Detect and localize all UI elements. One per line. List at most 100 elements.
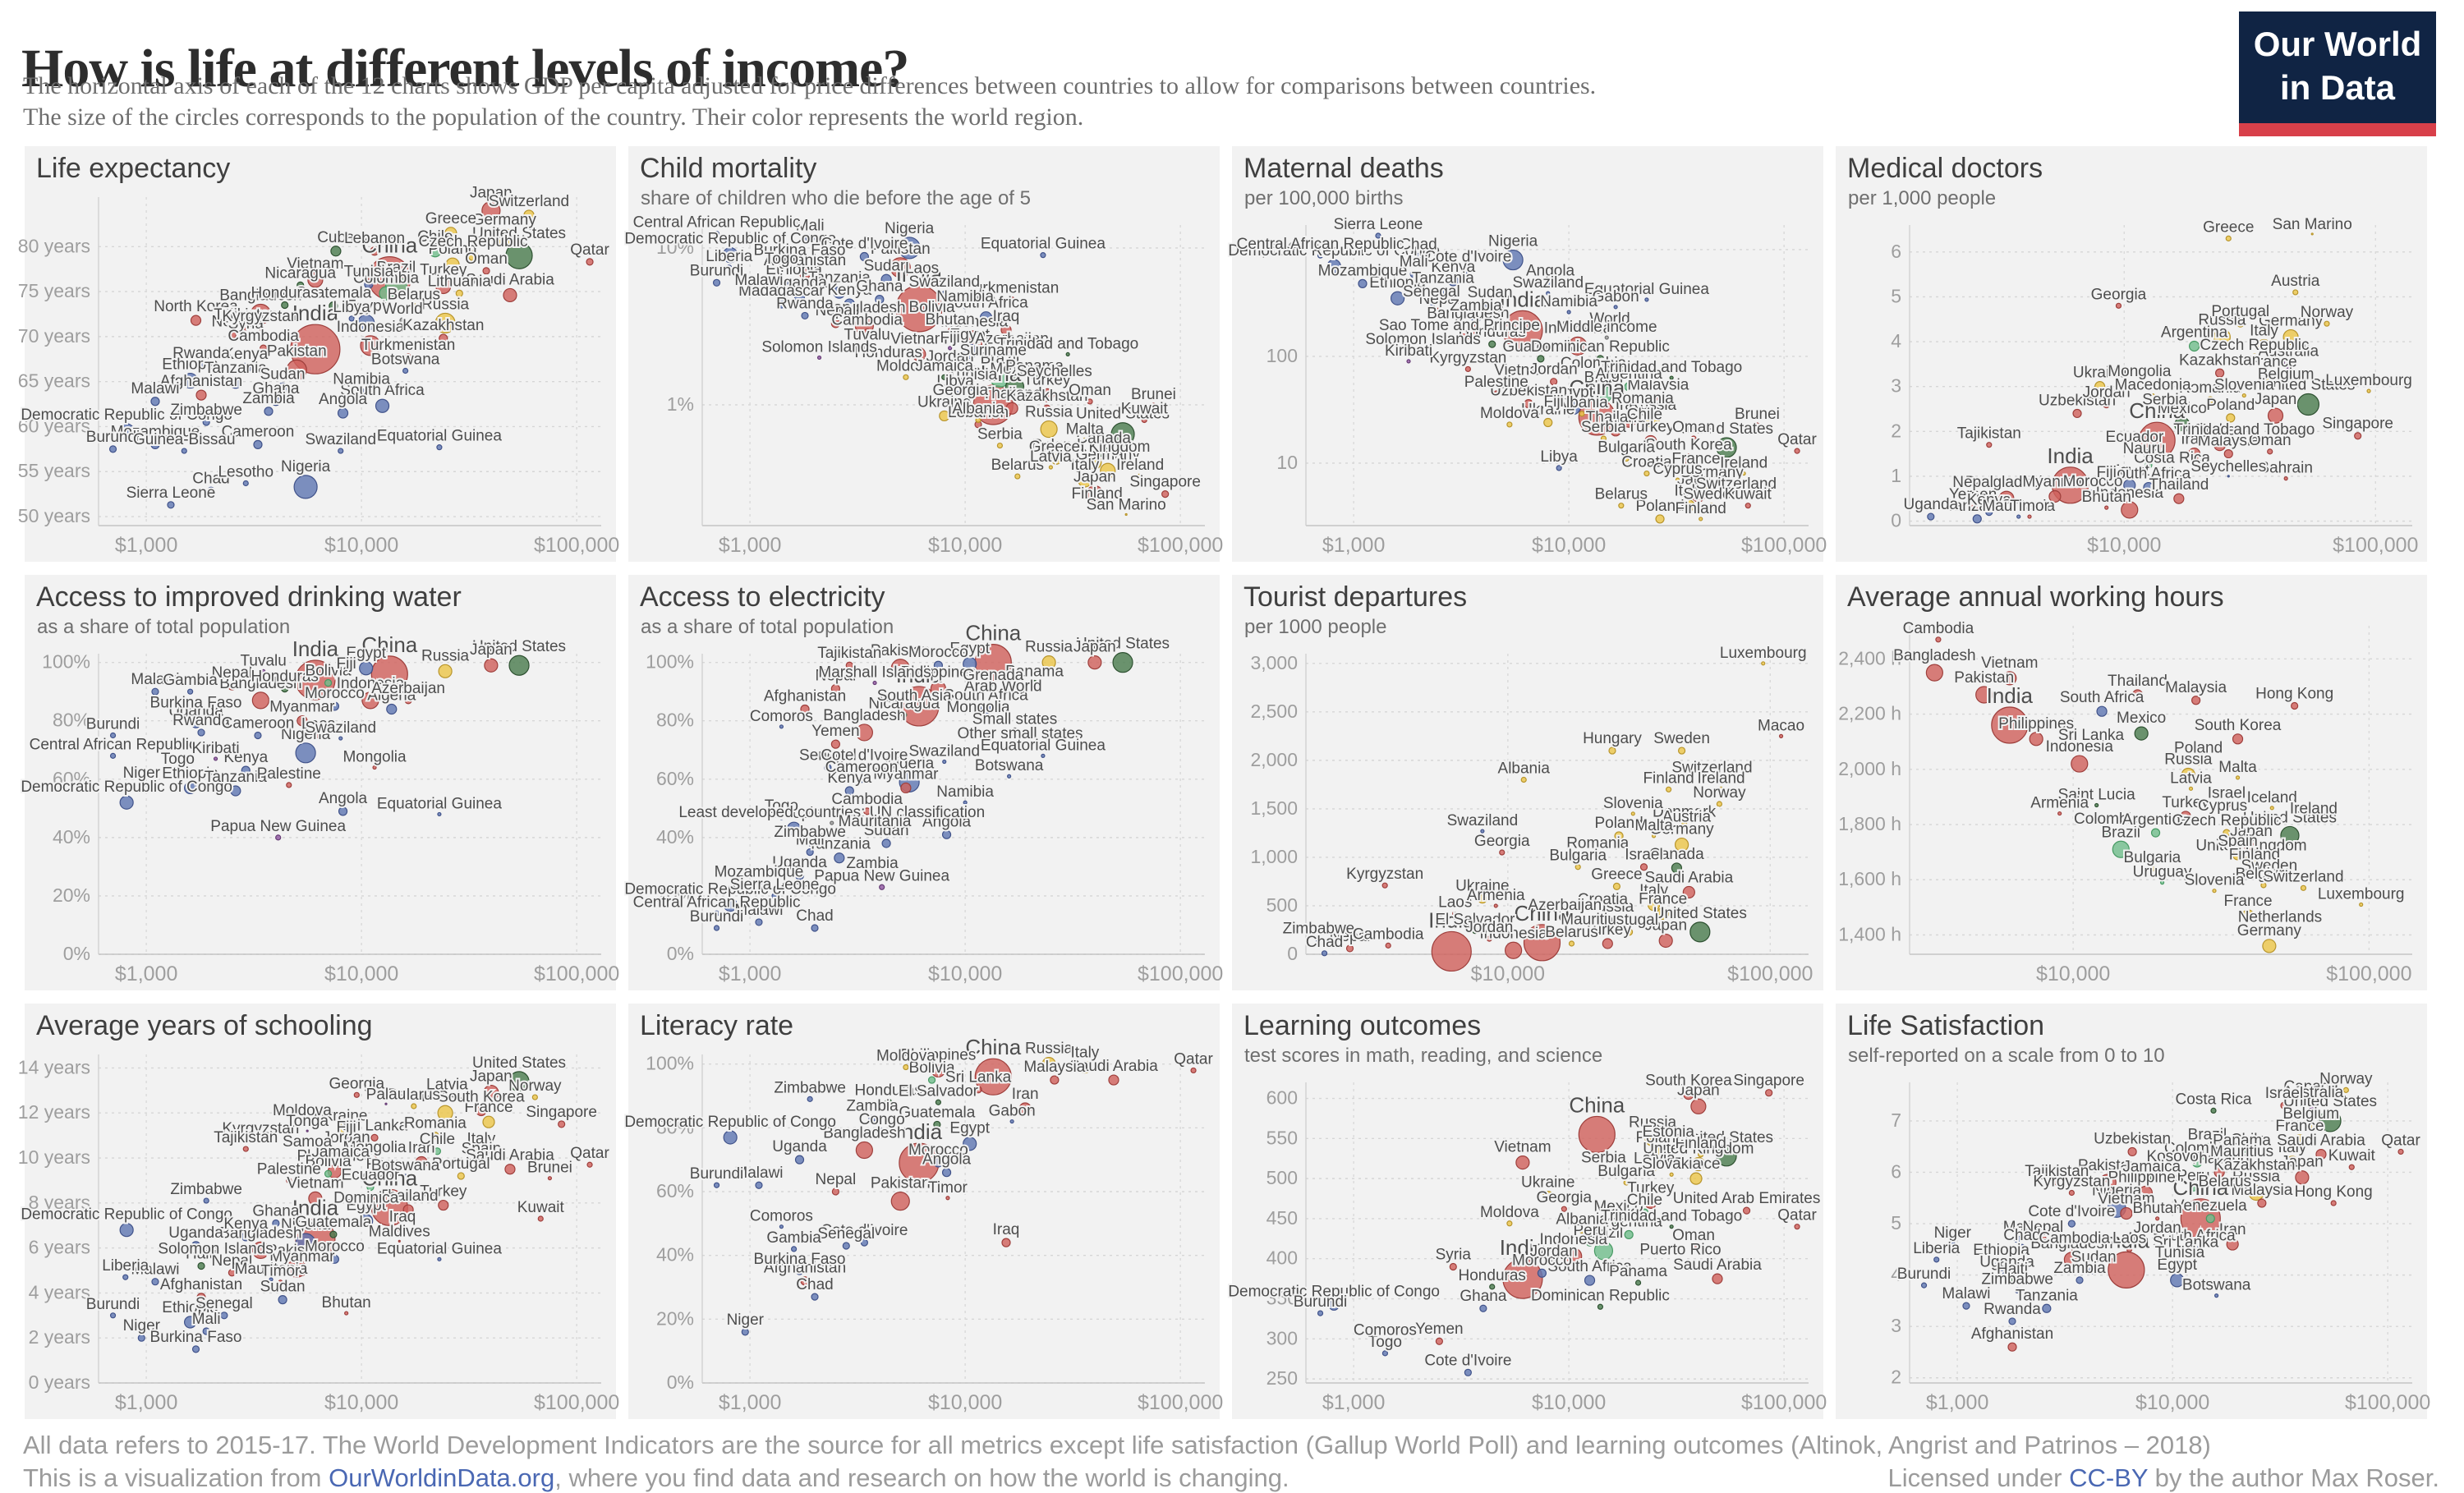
bubble-Serbia[interactable]	[1600, 1165, 1607, 1173]
bubble-Sierra Leone[interactable]	[771, 893, 778, 899]
bubble-Malta[interactable]	[1083, 437, 1087, 442]
bubble-Burundi[interactable]	[109, 1312, 117, 1319]
bubble-Dominican Republic[interactable]	[1596, 355, 1605, 363]
bubble-Haiti[interactable]	[197, 1261, 205, 1270]
bubble-Senegal[interactable]	[824, 763, 832, 772]
bubble-Ethiopia[interactable]	[787, 278, 802, 292]
bubble-Oman[interactable]	[482, 267, 490, 275]
bubble-Laos[interactable]	[918, 276, 926, 283]
bubble-Hong Kong[interactable]	[2291, 701, 2299, 710]
bubble-Egypt[interactable]	[1566, 400, 1581, 416]
bubble-Albania[interactable]	[1520, 776, 1527, 783]
bubble-Bhutan[interactable]	[344, 1311, 349, 1316]
bubble-Philippines[interactable]	[2138, 1185, 2154, 1201]
bubble-Pakistan[interactable]	[890, 257, 911, 278]
bubble-Yemen[interactable]	[1435, 1337, 1443, 1345]
bubble-Zambia[interactable]	[868, 871, 876, 880]
bubble-Brazil[interactable]	[1594, 385, 1613, 403]
bubble-Tuvalu[interactable]	[261, 668, 266, 673]
bubble-Rwanda[interactable]	[801, 311, 809, 320]
bubble-Japan[interactable]	[2295, 1170, 2310, 1185]
bubble-Sierra Leone[interactable]	[167, 501, 175, 509]
bubble-Philippines[interactable]	[931, 1063, 946, 1078]
bubble-Bangladesh[interactable]	[251, 691, 269, 710]
bubble-Ukraine[interactable]	[1543, 417, 1553, 428]
bubble-Liberia[interactable]	[122, 1274, 129, 1280]
bubble-Equatorial Guinea[interactable]	[1040, 252, 1046, 259]
bubble-Tanzania[interactable]	[1972, 514, 1982, 524]
bubble-Botswana[interactable]	[2214, 1293, 2219, 1298]
bubble-Italy[interactable]	[1078, 473, 1092, 488]
bubble-Japan[interactable]	[1691, 488, 1706, 503]
bubble-Cambodia[interactable]	[1935, 636, 1942, 643]
bubble-Ireland[interactable]	[1137, 473, 1143, 480]
bubble-Zimbabwe[interactable]	[807, 840, 813, 847]
bubble-Mauritania[interactable]	[872, 829, 877, 834]
bubble-Germany[interactable]	[1674, 837, 1689, 852]
bubble-Democratic Republic of Congo[interactable]	[1328, 1299, 1340, 1311]
bubble-Uganda[interactable]	[2002, 1270, 2012, 1280]
bubble-Cote d'Ivoire[interactable]	[860, 1238, 868, 1247]
bubble-Senegal[interactable]	[220, 1312, 228, 1320]
bubble-Switzerland[interactable]	[1733, 492, 1740, 498]
bubble-Zimbabwe[interactable]	[202, 418, 210, 426]
bubble-Georgia[interactable]	[1499, 849, 1506, 856]
bubble-Nigeria[interactable]	[1502, 249, 1524, 271]
bubble-Nepal[interactable]	[1345, 944, 1354, 953]
bubble-Bhutan[interactable]	[2104, 505, 2109, 510]
bubble-Czech Republic[interactable]	[467, 250, 479, 261]
bubble-Vietnam[interactable]	[307, 272, 324, 288]
bubble-Nigeria[interactable]	[295, 742, 316, 764]
bubble-Senegal[interactable]	[842, 1242, 850, 1250]
bubble-Uganda[interactable]	[793, 291, 806, 302]
bubble-Laos[interactable]	[315, 732, 322, 739]
bubble-Kazakhstan[interactable]	[2250, 1174, 2259, 1182]
bubble-China[interactable]	[2180, 1198, 2221, 1239]
bubble-Poland[interactable]	[1655, 514, 1665, 524]
bubble-Austria[interactable]	[2292, 289, 2299, 296]
bubble-Jordan[interactable]	[2103, 400, 2111, 409]
bubble-Namibia[interactable]	[1566, 310, 1571, 315]
bubble-Brunei[interactable]	[547, 1176, 553, 1181]
bubble-South Korea[interactable]	[476, 1105, 487, 1117]
bubble-Malaysia[interactable]	[2223, 448, 2233, 459]
bubble-Japan[interactable]	[483, 1084, 499, 1101]
bubble-Zambia[interactable]	[264, 407, 274, 416]
bubble-Bangladesh[interactable]	[250, 303, 271, 325]
bubble-South Africa[interactable]	[980, 703, 992, 715]
bubble-Malawi[interactable]	[1962, 1302, 1970, 1310]
bubble-Chile[interactable]	[1640, 1208, 1649, 1216]
bubble-Palestine[interactable]	[286, 782, 292, 788]
bubble-Jamaica[interactable]	[941, 374, 948, 380]
bubble-Ghana[interactable]	[271, 397, 281, 407]
bubble-United States[interactable]	[508, 655, 530, 676]
bubble-Romania[interactable]	[1593, 851, 1602, 860]
bubble-Azerbaijan[interactable]	[1561, 913, 1568, 920]
bubble-Russia[interactable]	[2213, 328, 2231, 347]
bubble-Indonesia[interactable]	[1505, 941, 1523, 959]
bubble-Armenia[interactable]	[1493, 903, 1498, 908]
bubble-Japan[interactable]	[1086, 485, 1104, 503]
bubble-Namibia[interactable]	[963, 800, 968, 805]
bubble-United States[interactable]	[2319, 1109, 2342, 1132]
bubble-Chile[interactable]	[433, 1147, 442, 1155]
bubble-Belgium[interactable]	[2260, 882, 2267, 889]
bubble-Cyprus[interactable]	[2220, 814, 2225, 819]
bubble-Papua New Guinea[interactable]	[275, 834, 282, 841]
bubble-Mauritius[interactable]	[2239, 1160, 2245, 1165]
bubble-United Arab Emirates[interactable]	[1742, 1206, 1751, 1215]
bubble-Brazil[interactable]	[2198, 1142, 2217, 1161]
bubble-Hungary[interactable]	[1608, 746, 1616, 755]
bubble-Suriname[interactable]	[991, 359, 995, 364]
bubble-Iran[interactable]	[1621, 413, 1636, 428]
bubble-Afghanistan[interactable]	[800, 1276, 810, 1286]
bubble-Greece[interactable]	[2225, 235, 2232, 241]
bubble-United States[interactable]	[1716, 1146, 1737, 1167]
bubble-Netherlands[interactable]	[2276, 926, 2284, 934]
bubble-Nepal[interactable]	[227, 330, 237, 340]
bubble-Swaziland[interactable]	[338, 448, 344, 454]
bubble-Oman[interactable]	[1087, 398, 1093, 405]
bubble-Argentina[interactable]	[2188, 340, 2200, 352]
bubble-Trinidad and Tobago[interactable]	[1669, 375, 1674, 380]
bubble-Gabon[interactable]	[1613, 305, 1618, 310]
